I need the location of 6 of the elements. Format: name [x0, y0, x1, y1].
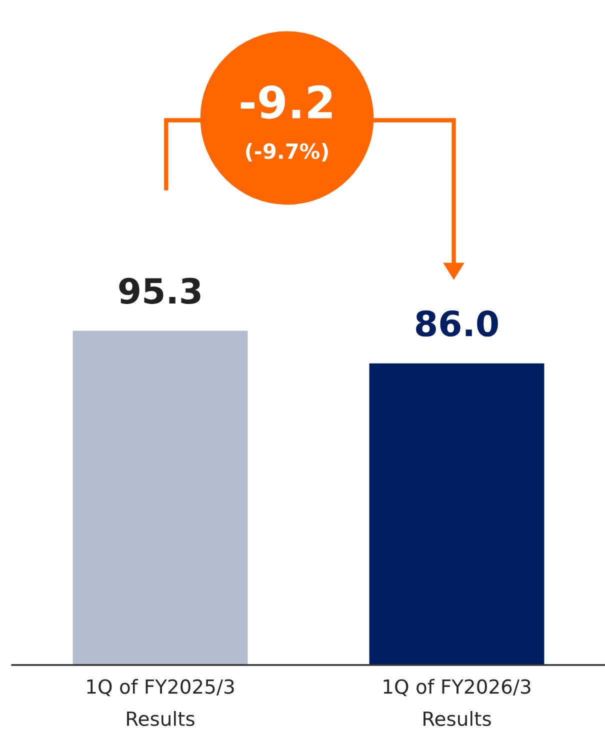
text: (-9.7%) — [246, 142, 328, 162]
x-tick-label: 1Q of FY2025/3 Results — [87, 678, 234, 726]
text: -9.2 — [240, 85, 332, 119]
data-label: 86.0 — [416, 310, 498, 337]
x-tick-label: 1Q of FY2026/3 Results — [384, 678, 530, 726]
data-label: 95.3 — [119, 278, 200, 304]
